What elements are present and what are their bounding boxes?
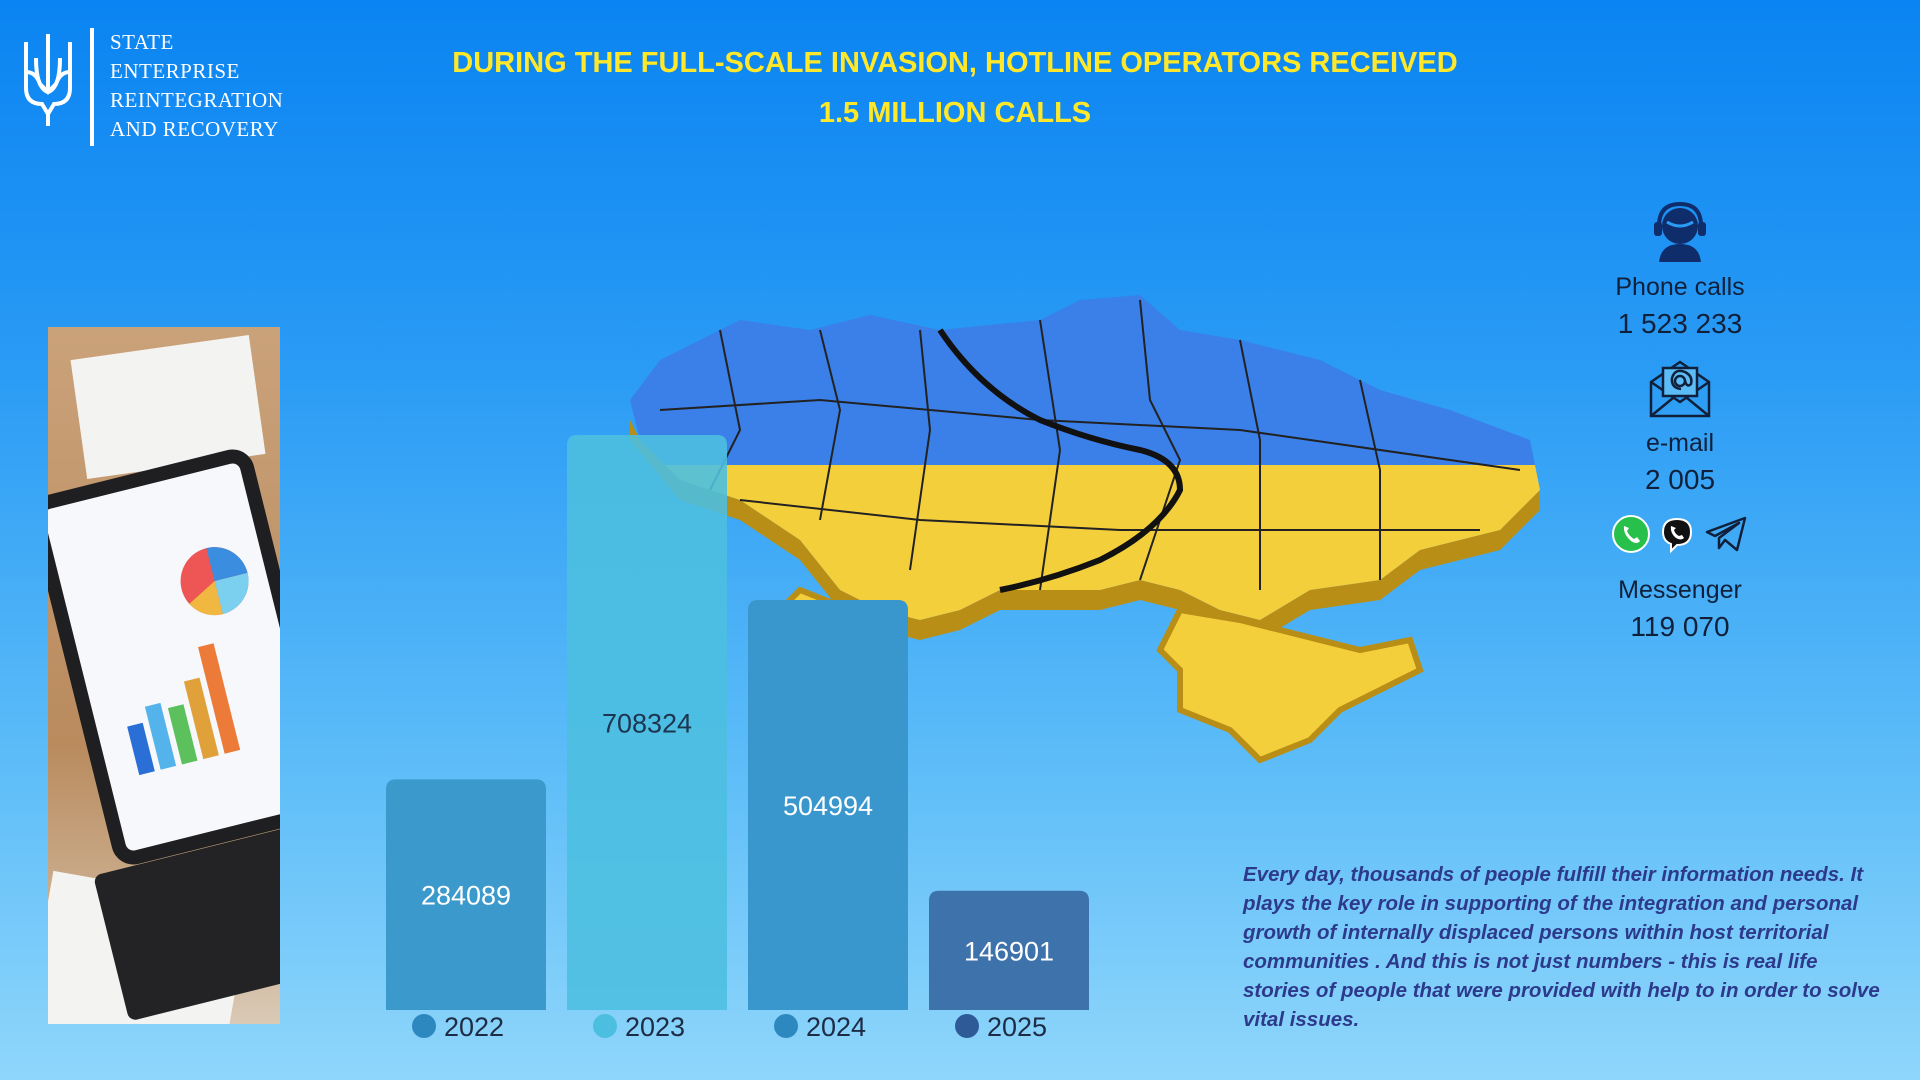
headline: DURING THE FULL-SCALE INVASION, HOTLINE …	[400, 38, 1510, 138]
trident-icon	[24, 34, 72, 126]
viber-icon	[1661, 517, 1693, 554]
email-value: 2 005	[1644, 464, 1716, 495]
tablet-photo	[48, 327, 280, 1024]
value-labels-group: 284089 708324 504994 146901	[421, 709, 1054, 967]
legend-dot	[412, 1014, 436, 1038]
oblast-borders	[659, 299, 1521, 591]
bar-2025	[929, 890, 1089, 1010]
tablet-chart-graphic	[127, 547, 249, 776]
messenger-value: 119 070	[1630, 611, 1730, 642]
phone-value: 1 523 233	[1617, 308, 1743, 339]
organization-name: STATE ENTERPRISE REINTEGRATION AND RECOV…	[110, 28, 283, 144]
legend-dot	[593, 1014, 617, 1038]
org-line: AND RECOVERY	[110, 117, 279, 141]
legend-year-label: 2023	[625, 1012, 685, 1042]
description-text: Every day, thousands of people fulfill t…	[1243, 863, 1880, 1031]
bar-value-label: 284089	[421, 881, 511, 911]
dnipro-river	[937, 328, 1184, 593]
legend-group: 2022 2023 2024 2025	[412, 1012, 1047, 1042]
phone-block: Phone calls 1 523 233	[1560, 200, 1800, 340]
messenger-block: Messenger 119 070	[1560, 514, 1800, 643]
legend-year-label: 2025	[987, 1012, 1047, 1042]
headline-line-1: DURING THE FULL-SCALE INVASION, HOTLINE …	[452, 47, 1458, 79]
phone-label: Phone calls	[1615, 273, 1745, 301]
crimea	[1156, 606, 1424, 764]
tablet-screen	[48, 461, 280, 853]
bar-value-label: 708324	[602, 709, 692, 739]
email-label: e-mail	[1645, 429, 1715, 457]
legend-year-label: 2024	[806, 1012, 866, 1042]
envelope-at-icon	[1649, 360, 1711, 418]
bar-2023	[567, 435, 727, 1010]
whatsapp-icon	[1612, 515, 1650, 553]
legend-dot	[774, 1014, 798, 1038]
messenger-icons	[1560, 514, 1800, 554]
legend-year-label: 2022	[444, 1012, 504, 1042]
headline-line-2: 1.5 MILLION CALLS	[818, 97, 1092, 129]
org-line: ENTERPRISE	[110, 59, 240, 83]
tablet-device	[48, 444, 280, 870]
bar-2022	[386, 779, 546, 1010]
bars-group	[386, 435, 1089, 1010]
org-line: STATE	[110, 30, 174, 54]
map-3d-side	[630, 420, 1540, 640]
email-block: e-mail 2 005	[1560, 358, 1800, 496]
contact-channels: Phone calls 1 523 233 e-mail 2 005	[1560, 200, 1800, 661]
messenger-label: Messenger	[1618, 576, 1742, 604]
ukraine-map	[630, 295, 1540, 764]
legend-dot	[955, 1014, 979, 1038]
bar-value-label: 504994	[783, 791, 873, 821]
bar-2024	[748, 600, 908, 1010]
logo: STATE ENTERPRISE REINTEGRATION AND RECOV…	[20, 28, 283, 146]
operator-headset-icon	[1654, 201, 1706, 262]
org-line: REINTEGRATION	[110, 88, 284, 112]
logo-divider	[90, 28, 94, 146]
bar-value-label: 146901	[964, 936, 1054, 966]
telegram-icon	[1705, 516, 1747, 552]
